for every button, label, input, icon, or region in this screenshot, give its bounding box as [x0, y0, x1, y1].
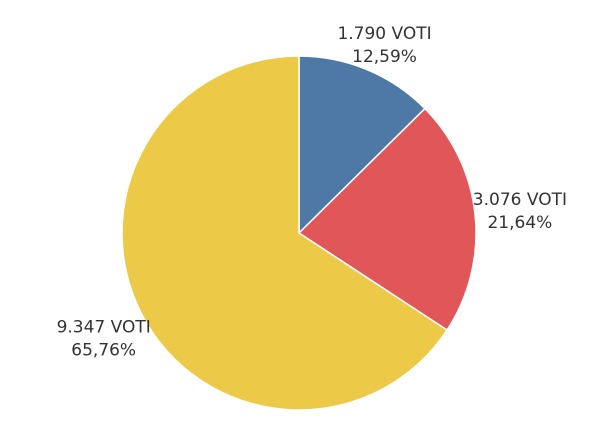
slice-percent-label: 21,64% [487, 213, 552, 233]
slice-value-label: 1.790 VOTI [337, 24, 431, 44]
slice-percent-label: 65,76% [71, 341, 136, 361]
slice-percent-label: 12,59% [352, 47, 417, 67]
slice-value-label: 3.076 VOTI [473, 190, 567, 210]
pie-slice [121, 55, 449, 411]
pie-slice [297, 107, 477, 332]
slice-value-label: 9.347 VOTI [57, 318, 151, 338]
pie-slice [298, 55, 426, 235]
